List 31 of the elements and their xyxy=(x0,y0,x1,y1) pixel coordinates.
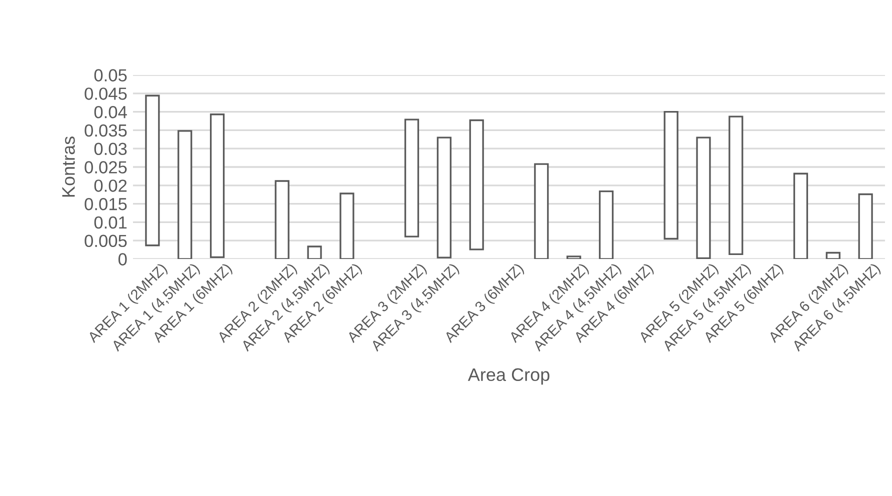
bar xyxy=(664,110,678,240)
bar xyxy=(307,246,322,259)
y-tick-label: 0.045 xyxy=(84,88,127,100)
y-tick-label: 0.005 xyxy=(84,234,127,248)
bar xyxy=(178,130,192,259)
bar xyxy=(826,252,840,259)
y-tick-label: 0.03 xyxy=(94,142,127,156)
bar xyxy=(566,256,582,259)
bar xyxy=(469,119,484,250)
bar xyxy=(210,114,225,258)
y-axis-title: Kontras xyxy=(62,136,75,197)
bar xyxy=(793,172,808,259)
y-tick-label: 0.05 xyxy=(94,69,127,82)
bar xyxy=(696,136,711,259)
y-tick-label: 0.025 xyxy=(84,161,127,174)
bar xyxy=(404,118,420,238)
bar xyxy=(858,193,873,259)
y-tick-label: 0.015 xyxy=(84,198,127,210)
y-tick-label: 0.02 xyxy=(94,180,127,192)
bar xyxy=(340,192,354,259)
y-tick-label: 0 xyxy=(118,253,127,266)
bar xyxy=(436,136,452,258)
y-tick-label: 0.035 xyxy=(84,124,127,137)
bar xyxy=(145,94,160,246)
bar xyxy=(274,180,290,259)
bar xyxy=(598,190,614,259)
y-tick-label: 0.04 xyxy=(94,106,127,118)
y-tick-label: 0.01 xyxy=(94,216,127,229)
bar xyxy=(728,116,744,256)
bar xyxy=(534,163,549,259)
x-axis-title: Area Crop xyxy=(468,368,550,385)
